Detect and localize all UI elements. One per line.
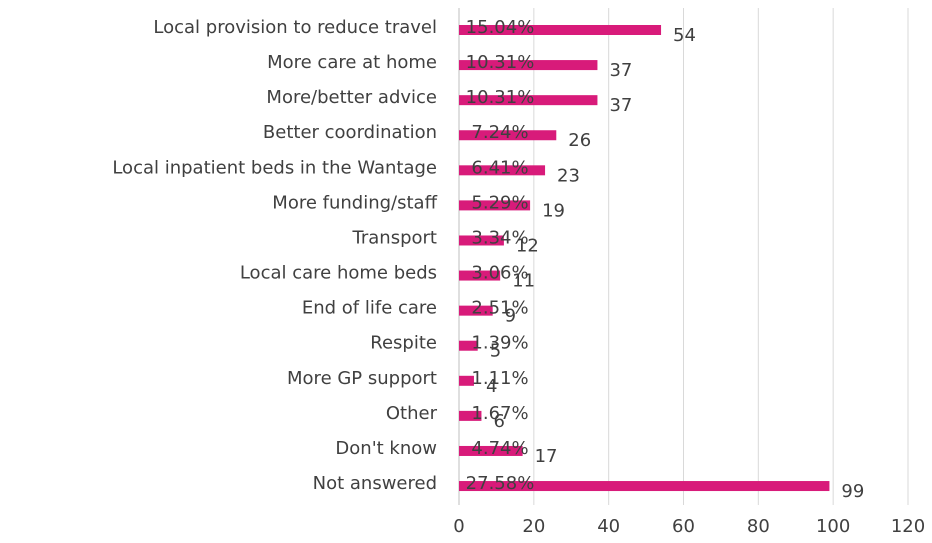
- bar: [459, 375, 474, 386]
- value-label: 9: [505, 306, 516, 327]
- value-label: 54: [673, 25, 696, 46]
- percent-label: 15.04%: [466, 17, 535, 38]
- bar: [459, 130, 557, 141]
- category-label: Better coordination: [263, 122, 437, 143]
- bar: [459, 340, 478, 351]
- value-label: 12: [516, 235, 539, 256]
- bar: [459, 445, 523, 456]
- percent-label: 27.58%: [466, 473, 535, 494]
- percent-label: 10.31%: [466, 87, 535, 108]
- percent-label: 1.39%: [471, 333, 528, 354]
- x-tick-label: 100: [816, 516, 850, 537]
- value-label: 11: [512, 271, 535, 292]
- x-tick-label: 60: [672, 516, 695, 537]
- percent-label: 7.24%: [471, 122, 528, 143]
- value-label: 5: [490, 341, 501, 362]
- percent-label: 1.67%: [471, 403, 528, 424]
- bar: [459, 200, 531, 211]
- percent-label: 4.74%: [471, 438, 528, 459]
- value-label: 19: [542, 200, 565, 221]
- category-label: Local care home beds: [240, 263, 437, 284]
- category-label: Transport: [352, 227, 437, 248]
- category-label: More funding/staff: [272, 192, 437, 213]
- x-tick-label: 0: [453, 516, 464, 537]
- category-label: Local provision to reduce travel: [153, 17, 437, 38]
- category-label: Don't know: [335, 438, 437, 459]
- percent-label: 6.41%: [471, 157, 528, 178]
- x-tick-label: 120: [891, 516, 925, 537]
- value-label: 4: [486, 376, 497, 397]
- value-label: 6: [493, 411, 504, 432]
- category-label: Not answered: [313, 473, 437, 494]
- category-label: More care at home: [267, 52, 437, 73]
- value-label: 17: [535, 446, 558, 467]
- category-label: More/better advice: [266, 87, 437, 108]
- bar: [459, 25, 662, 35]
- value-label: 23: [557, 165, 580, 186]
- value-label: 37: [609, 95, 632, 116]
- value-label: 26: [568, 130, 591, 151]
- bar: [459, 60, 598, 71]
- value-label: 99: [841, 481, 864, 502]
- category-label: More GP support: [287, 368, 437, 389]
- percent-label: 1.11%: [471, 368, 528, 389]
- bar: [459, 305, 493, 316]
- bar: [459, 235, 504, 246]
- x-tick-label: 80: [747, 516, 770, 537]
- category-label: Respite: [370, 333, 437, 354]
- percent-label: 5.29%: [471, 192, 528, 213]
- percent-label: 3.06%: [471, 263, 528, 284]
- category-label: Other: [386, 403, 438, 424]
- percent-label: 10.31%: [466, 52, 535, 73]
- bar: [459, 481, 830, 492]
- category-label: End of life care: [302, 298, 437, 319]
- bar: [459, 95, 598, 106]
- x-tick-label: 40: [597, 516, 620, 537]
- value-label: 37: [609, 60, 632, 81]
- percent-label: 2.51%: [471, 298, 528, 319]
- category-label: Local inpatient beds in the Wantage: [112, 157, 437, 178]
- bar: [459, 410, 482, 421]
- bar: [459, 270, 501, 281]
- x-tick-label: 20: [522, 516, 545, 537]
- bar: [459, 165, 546, 176]
- percent-label: 3.34%: [471, 227, 528, 248]
